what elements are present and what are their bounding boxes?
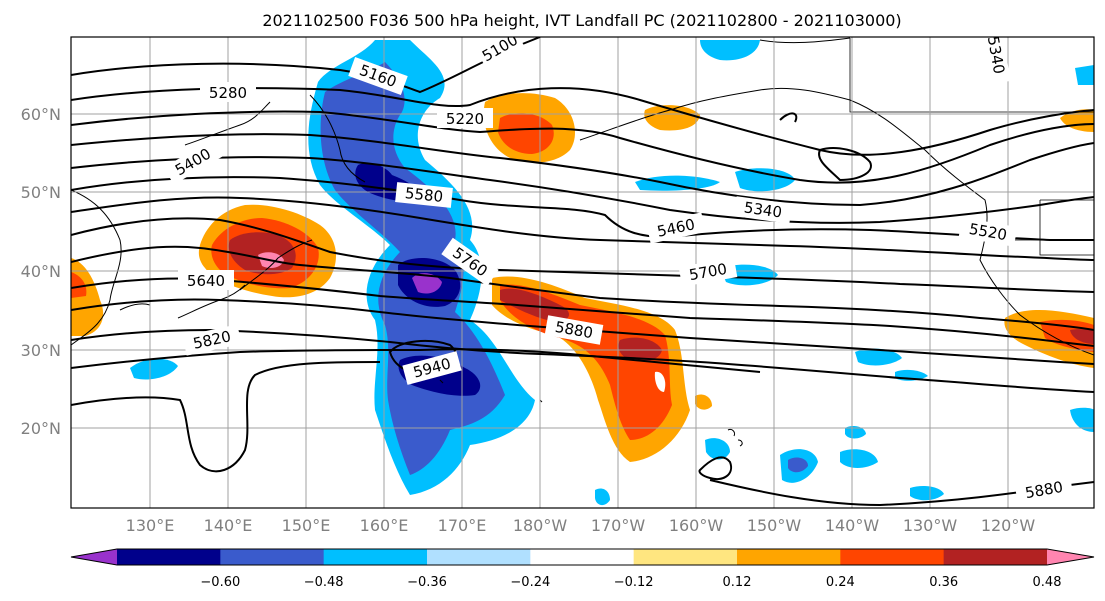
colorbar-tick-label: 0.24 — [826, 575, 855, 590]
contour-label-5640: 5640 — [187, 272, 225, 290]
latitude-labels: 60°N 50°N 40°N 30°N 20°N — [21, 105, 61, 438]
lon-label: 170°E — [438, 516, 487, 535]
neg-blob-1 — [700, 40, 760, 61]
longitude-labels: 130°E 140°E 150°E 160°E 170°E 180°W 170°… — [126, 516, 1036, 535]
plume-positive-darkred — [500, 288, 570, 322]
colorbar-swatch — [323, 549, 428, 565]
lon-label: 160°W — [669, 516, 724, 535]
colorbar-tick-label: −0.36 — [407, 575, 447, 590]
colorbar-swatch — [633, 549, 738, 565]
colorbar-swatch — [220, 549, 325, 565]
california-positive-darkred — [1070, 329, 1094, 344]
colorbar-swatch — [530, 549, 635, 565]
neg-blob-5 — [130, 358, 178, 380]
colorbar-ticks: −0.60 −0.48 −0.36 −0.24 −0.12 0.12 0.24 0.36 0.4… — [200, 575, 1062, 590]
neg-blob-14 — [845, 426, 866, 439]
map-title: 2021102500 F036 500 hPa height, IVT Land… — [262, 11, 901, 30]
plume-white-hole — [654, 371, 666, 392]
colorbar-extend-min — [71, 549, 117, 565]
contour-label-5280: 5280 — [209, 84, 247, 102]
neg-blob-13 — [705, 438, 730, 460]
lat-label: 60°N — [21, 105, 61, 124]
colorbar-tick-label: −0.60 — [200, 575, 240, 590]
colorbar-tick-label: 0.36 — [929, 575, 958, 590]
colorbar-tick-label: −0.48 — [304, 575, 344, 590]
neg-blob-2 — [635, 175, 720, 191]
neg-blob-3 — [735, 168, 795, 192]
west-positive-red — [71, 272, 87, 298]
lon-label: 120°W — [981, 516, 1036, 535]
lon-label: 150°W — [747, 516, 802, 535]
colorbar: −0.60 −0.48 −0.36 −0.24 −0.12 0.12 0.24 0.36 0.4… — [70, 548, 1095, 590]
contour-label-5340-south: 5340 — [743, 198, 783, 221]
neg-blob-12 — [1075, 65, 1094, 85]
colorbar-tick-label: −0.24 — [510, 575, 550, 590]
lon-label: 150°E — [282, 516, 331, 535]
lat-label: 50°N — [21, 183, 61, 202]
neg-blob-15 — [595, 488, 610, 506]
pos-blob-1 — [695, 394, 712, 410]
lon-label: 160°E — [360, 516, 409, 535]
plume-positive-red — [500, 284, 672, 440]
lon-label: 180°W — [513, 516, 568, 535]
lon-label: 130°E — [126, 516, 175, 535]
colorbar-extend-max — [1047, 549, 1094, 565]
colorbar-swatch — [427, 549, 531, 565]
neg-blob-10 — [840, 449, 878, 468]
colorbar-tick-label: 0.48 — [1033, 575, 1062, 590]
map-panel: 5100 5160 5220 5280 5340 5340 5400 5460 … — [71, 37, 1094, 508]
colorbar-tick-label: −0.12 — [614, 575, 654, 590]
neg-blob-16 — [910, 486, 944, 501]
lat-label: 20°N — [21, 419, 61, 438]
neg-blob-9 — [788, 457, 808, 473]
neg-blob-6 — [855, 348, 902, 366]
map-frame — [70, 36, 1095, 509]
colorbar-outline — [70, 548, 1095, 566]
colorbar-swatches — [71, 549, 1094, 565]
negative-core-purple — [412, 273, 442, 294]
lat-label: 40°N — [21, 262, 61, 281]
colorbar-tick-label: 0.12 — [723, 575, 752, 590]
contour-label-5580: 5580 — [404, 184, 444, 206]
lat-label: 30°N — [21, 341, 61, 360]
lon-label: 130°W — [903, 516, 958, 535]
lon-label: 140°E — [204, 516, 253, 535]
colorbar-swatch — [737, 549, 841, 565]
lon-label: 170°W — [591, 516, 646, 535]
colorbar-swatch — [943, 549, 1048, 565]
alaska-positive-orange — [644, 105, 700, 131]
lon-label: 140°W — [825, 516, 880, 535]
contour-label-5220: 5220 — [446, 110, 484, 128]
neg-blob-11 — [1070, 407, 1094, 432]
colorbar-swatch — [840, 549, 945, 565]
colorbar-swatch — [117, 549, 221, 565]
